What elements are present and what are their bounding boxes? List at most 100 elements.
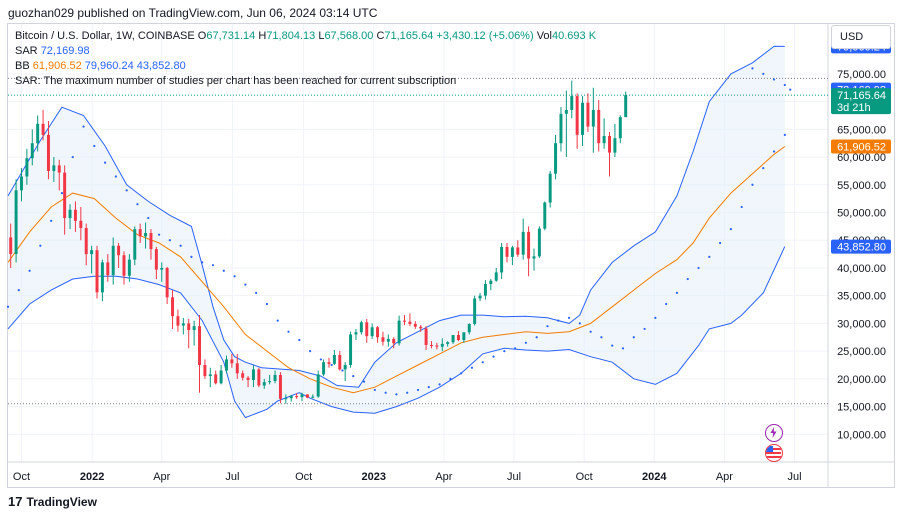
candle [570,80,574,119]
candle [489,279,493,291]
sar-dot [341,369,344,372]
y-tick-label: 65,000.00 [837,124,886,136]
sar-dot [298,338,301,342]
candle-body [198,326,201,365]
candle [117,243,121,268]
candle [456,331,460,342]
sar-dot [427,386,430,389]
candle [133,226,137,266]
footer-brand[interactable]: 17 TradingView [8,494,97,509]
sar-dot [125,189,128,192]
candle [532,248,536,271]
sar-dot [211,264,215,267]
sar-dot [460,372,463,375]
legend-symbol-row: Bitcoin / U.S. Dollar, 1W, COINBASE O67,… [15,30,597,42]
sar-dot [114,175,117,178]
candle-body [30,143,34,159]
low-value: 67,568.00 [324,30,374,42]
candle [111,237,115,285]
candle [370,323,374,339]
sar-dot [179,244,182,247]
tradingview-logo-icon: 17 [8,494,23,509]
candle-body [559,113,563,144]
candle-body [181,323,185,326]
candle [354,328,358,341]
candle [537,226,541,258]
sar-dot [244,283,247,286]
candle-body [106,262,110,276]
sar-dot [233,275,236,278]
sar-dot [276,319,279,322]
sar-dot [503,350,506,353]
candle [586,93,590,133]
candle [548,170,552,208]
sar-dot [514,347,517,350]
candle [575,93,579,149]
currency-button[interactable]: USD [831,25,891,49]
candle-body [268,381,272,383]
candle-body [489,280,493,285]
us-flag-icon[interactable] [765,444,783,462]
x-tick-label: 2023 [362,471,386,483]
candle [505,243,509,263]
candle [278,372,282,404]
candle [90,245,94,274]
studies-limit-warning: SAR: The maximum number of studies per c… [15,75,457,87]
candle [554,134,558,180]
candle [343,362,347,382]
candle [241,370,245,381]
candle [68,204,72,230]
y-tick-label: 50,000.00 [837,208,886,220]
candle-body [241,373,245,378]
sar-dot [147,216,150,220]
candle [602,118,606,149]
candle [483,280,487,300]
x-tick-label: Oct [295,471,312,483]
candle [289,394,293,402]
bb-lower-value: 43,852.80 [136,60,186,72]
y-axis[interactable]: 10,000.00 15,000.00 20,000.00 25,000.00 30,0… [837,69,886,441]
candle-body [570,96,574,110]
candle-body [602,135,606,144]
candle-body [618,117,622,139]
candle-body [225,359,228,371]
sar-dot [772,150,776,153]
candle [165,266,169,304]
sar-dot [28,269,31,272]
candle-body [581,102,585,135]
candle-body [284,398,288,400]
candle [230,353,234,368]
bb-upper-value: 79,960.24 [84,60,134,72]
candle [527,226,531,277]
candle-body [597,109,601,144]
x-axis[interactable]: Oct 2022 Apr Jul Oct 2023 Apr Jul Oct 2024 Apr Jul [13,471,802,483]
lightning-icon[interactable] [765,424,783,442]
candle-body [154,249,158,270]
candle [424,326,428,351]
x-tick-label: 2024 [642,471,667,483]
candle-body [349,334,353,365]
x-tick-label: Apr [153,471,170,483]
candle [268,374,272,385]
candle-body [338,354,342,370]
candles [9,80,628,404]
candle-body [117,245,121,256]
candle [95,245,99,299]
candle-body [149,233,153,250]
bb-lower-label-bg [831,239,891,254]
candle-body [84,228,88,255]
high-value: 71,804.13 [266,30,316,42]
sar-dot [535,336,538,339]
candle-body [73,209,77,221]
candle-body [300,394,304,398]
sar-dot [762,72,765,75]
bb-lower-label-text: 43,852.80 [837,242,886,254]
candle [462,332,466,343]
candle [386,334,390,347]
sar-dot [524,341,527,344]
candle-body [608,135,611,153]
candle [214,370,218,385]
sar-dot [93,144,96,148]
